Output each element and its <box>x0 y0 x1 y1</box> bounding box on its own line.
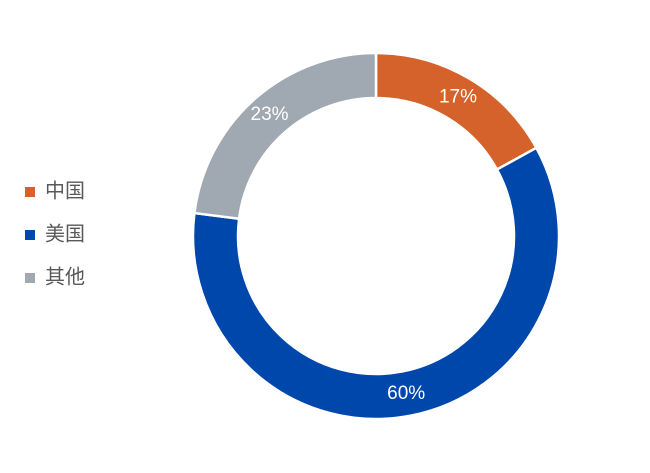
value-label: 17% <box>439 86 477 107</box>
donut-segment <box>193 51 378 221</box>
donut-segment <box>191 146 561 421</box>
legend-swatch <box>25 187 35 197</box>
value-label: 60% <box>387 383 425 404</box>
legend-swatch <box>25 230 35 240</box>
legend-label: 其他 <box>45 265 85 289</box>
legend-swatch <box>25 273 35 283</box>
legend-label: 美国 <box>45 222 85 246</box>
donut-segment <box>374 51 539 172</box>
legend-label: 中国 <box>45 179 85 203</box>
value-label: 23% <box>251 104 289 125</box>
